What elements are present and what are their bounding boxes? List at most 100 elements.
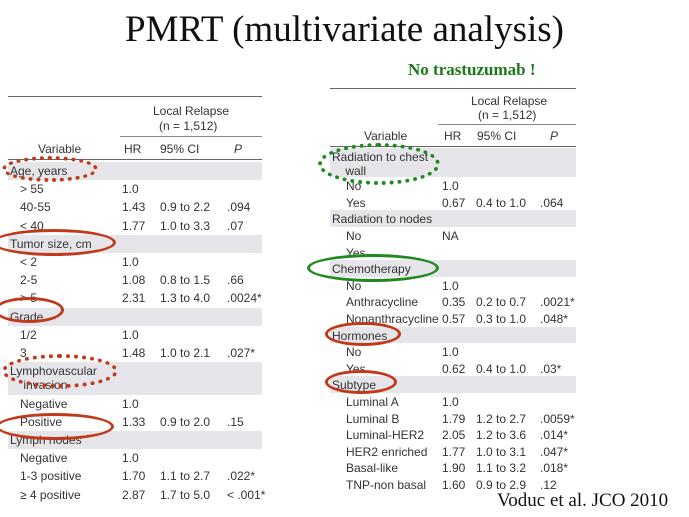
hr-value: 0.67 <box>442 195 466 210</box>
hr-value: 0.62 <box>442 361 466 376</box>
p-value: .03* <box>540 361 562 376</box>
header-p: P <box>550 129 559 143</box>
p-value: .022* <box>227 469 256 484</box>
ci-value: 1.0 to 3.3 <box>160 218 211 233</box>
p-value: .0024* <box>227 291 262 306</box>
note-text: No trastuzumab ! <box>408 60 536 79</box>
hr-value: 1.79 <box>442 411 466 426</box>
row-label: Yes <box>346 195 366 210</box>
table-row: No 1.0 <box>330 343 576 360</box>
ci-value: 1.0 to 3.1 <box>476 444 527 459</box>
table-row: Luminal A 1.0 <box>330 393 576 410</box>
header-group-label: Local Relapse <box>153 104 230 118</box>
row-label: No <box>346 229 362 243</box>
p-value: .048* <box>540 312 569 326</box>
hr-value: 0.35 <box>442 295 466 310</box>
header-p: P <box>234 142 243 156</box>
group-label: Radiation to nodes <box>332 212 433 227</box>
table-row: 1/2 1.0 <box>8 326 262 344</box>
table-row: Anthracycline 0.35 0.2 to 0.7 .0021* <box>330 293 576 310</box>
row-label: Luminal-HER2 <box>346 428 425 443</box>
hr-value: 1.0 <box>442 395 459 409</box>
table-row: > 55 1.0 <box>8 180 262 198</box>
row-label: Negative <box>20 396 68 411</box>
tumor-size-ellipse <box>0 229 116 256</box>
ci-value: 1.7 to 5.0 <box>160 487 211 502</box>
row-label: ≥ 4 positive <box>20 487 81 502</box>
p-value: .018* <box>540 461 569 476</box>
subtype-ellipse <box>325 370 397 394</box>
lymph-nodes-ellipse <box>0 413 114 440</box>
hr-value: 1.0 <box>442 179 459 194</box>
ci-value: 1.0 to 2.1 <box>160 346 211 360</box>
hr-value: 2.05 <box>442 428 466 443</box>
ci-value: 0.4 to 1.0 <box>476 361 527 376</box>
row-label: No <box>346 345 362 360</box>
hr-value: 2.31 <box>122 291 146 306</box>
p-value: .094 <box>227 200 251 215</box>
hr-value: 1.77 <box>122 218 146 233</box>
header-ci: 95% CI <box>477 129 517 143</box>
table-row: ≥ 4 positive 2.87 1.7 to 5.0 < .001* <box>8 486 266 504</box>
hr-value: 1.70 <box>122 469 146 484</box>
ci-value: 0.2 to 0.7 <box>476 295 527 310</box>
row-label: HER2 enriched <box>346 444 428 459</box>
hr-value: 1.0 <box>122 451 139 466</box>
ci-value: 0.8 to 1.5 <box>160 273 211 288</box>
table-row: Luminal B 1.79 1.2 to 2.7 .0059* <box>330 410 576 427</box>
hr-value: 1.0 <box>122 396 139 411</box>
citation-text: Voduc et al. JCO 2010 <box>497 490 669 511</box>
table-row: HER2 enriched 1.77 1.0 to 3.1 .047* <box>330 443 576 460</box>
ci-value: 0.4 to 1.0 <box>476 195 527 210</box>
table-row: Basal-like 1.90 1.1 to 3.2 .018* <box>330 459 576 476</box>
p-value: .047* <box>540 444 569 459</box>
p-value: .0021* <box>540 295 575 310</box>
lymphovascular-dotted-ellipse <box>2 354 118 388</box>
p-value: .12 <box>540 478 557 492</box>
age-dotted-ellipse <box>2 156 98 182</box>
header-n-label: (n = 1,512) <box>478 108 537 122</box>
table-row: TNP-non basal 1.60 0.9 to 2.9 .12 <box>330 476 576 493</box>
table-row: Negative 1.0 <box>8 449 262 467</box>
row-label: 1/2 <box>20 327 37 342</box>
ci-value: 1.1 to 3.2 <box>476 461 527 476</box>
row-label: Luminal A <box>346 395 399 409</box>
ci-value: 0.3 to 1.0 <box>476 312 527 326</box>
p-value: < .001* <box>227 487 266 502</box>
table-row: 2-5 1.08 0.8 to 1.5 .66 <box>8 271 262 289</box>
ci-value: 0.9 to 2.9 <box>476 478 527 492</box>
ci-value: 0.9 to 2.2 <box>160 200 211 215</box>
hr-value: 1.0 <box>122 255 139 269</box>
row-label: > 55 <box>20 182 44 197</box>
row-label: Luminal B <box>346 411 400 426</box>
header-ci: 95% CI <box>160 142 200 156</box>
table-row: No NA <box>330 227 576 244</box>
ci-value: 1.1 to 2.7 <box>160 469 211 484</box>
hr-value: 1.0 <box>122 182 139 197</box>
hr-value: 1.0 <box>442 278 459 293</box>
grade-ellipse <box>0 297 64 323</box>
ci-value: 1.2 to 2.7 <box>476 411 527 426</box>
header-bottom-rule <box>330 146 576 147</box>
p-value: .064 <box>540 195 564 210</box>
ci-value: 1.2 to 3.6 <box>476 428 527 443</box>
p-value: .0059* <box>540 411 575 426</box>
header-top-rule <box>8 96 262 97</box>
table-row: 40-55 1.43 0.9 to 2.2 .094 <box>8 198 262 216</box>
header-top-rule <box>330 88 576 89</box>
hr-value: NA <box>442 229 459 243</box>
p-value: .014* <box>540 428 569 443</box>
ci-value: 1.3 to 4.0 <box>160 291 211 306</box>
row-label: Negative <box>20 451 68 466</box>
p-value: .66 <box>227 273 244 288</box>
header-n-label: (n = 1,512) <box>159 119 218 133</box>
hr-value: 1.43 <box>122 200 146 215</box>
slide-title: PMRT (multivariate analysis) <box>125 9 564 50</box>
hr-value: 1.60 <box>442 478 466 492</box>
hr-value: 1.48 <box>122 346 146 360</box>
header-variable: Variable <box>38 142 82 156</box>
table-row: Yes 0.67 0.4 to 1.0 .064 <box>330 194 576 211</box>
ci-value: 0.9 to 2.0 <box>160 414 211 429</box>
hr-value: 1.77 <box>442 444 466 459</box>
p-value: .027* <box>227 346 256 360</box>
